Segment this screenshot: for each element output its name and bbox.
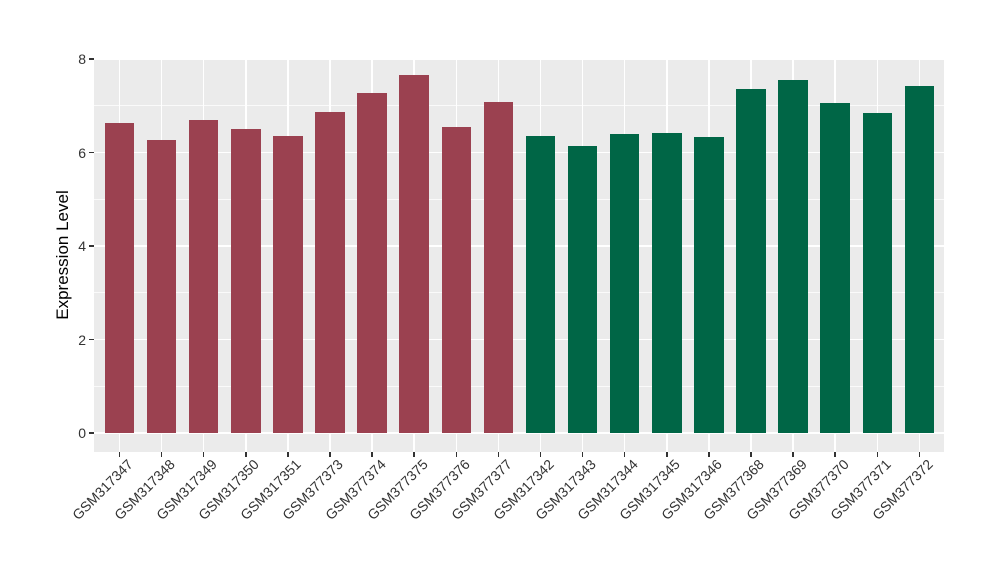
bar-GSM317349 [188,120,219,433]
bar-GSM317345 [652,132,682,433]
x-tick-mark [750,452,752,457]
bar-GSM377373 [315,111,345,433]
x-tick-mark [539,452,542,457]
bar-GSM377375 [399,74,429,433]
bar-GSM317350 [231,129,261,433]
y-tick-label: 0 [78,425,86,441]
bar-GSM317351 [273,135,303,433]
x-tick-mark [455,452,458,457]
bar-GSM377374 [357,92,387,433]
y-tick-label: 8 [78,51,86,67]
plot-area [94,58,944,452]
gridline-major [94,432,944,434]
y-axis-title: Expression Level [53,190,72,320]
y-tick-label: 6 [78,144,86,161]
x-tick-mark [287,452,289,457]
bar-GSM377371 [862,113,893,433]
x-tick-mark [834,452,836,457]
gridline-minor [94,385,944,387]
bar-GSM377376 [441,127,472,433]
x-tick-mark [118,452,121,457]
x-tick-mark [245,452,247,457]
bar-GSM317343 [567,145,598,433]
y-tick-mark [89,338,94,341]
gridline-major [94,58,944,60]
bar-GSM317348 [146,139,177,433]
y-tick-mark [89,151,94,154]
x-tick-mark [876,452,879,457]
x-tick-mark [918,452,921,457]
bar-GSM377372 [904,85,935,433]
y-tick-mark [89,432,94,434]
gridline-major [94,245,944,247]
bar-GSM377369 [778,79,808,433]
bar-GSM317346 [694,137,724,433]
x-tick-mark [371,452,373,457]
gridline-minor [94,105,944,107]
x-tick-mark [792,452,794,457]
y-tick-label: 2 [78,331,86,348]
bar-GSM317347 [104,122,135,433]
bar-GSM317342 [525,136,556,433]
x-tick-mark [329,452,331,457]
y-tick-mark [89,58,94,60]
x-tick-mark [623,452,626,457]
gridline-major [94,151,944,154]
x-tick-mark [202,452,205,457]
x-tick-mark [581,452,584,457]
bar-GSM377377 [483,102,514,433]
bar-GSM377368 [736,89,766,433]
x-tick-mark [666,452,668,457]
bar-GSM377370 [820,103,850,433]
x-tick-mark [413,452,415,457]
gridline-minor [94,292,944,294]
gridline-minor [94,198,944,200]
y-tick-mark [89,245,94,247]
x-tick-mark [497,452,500,457]
y-tick-label: 4 [78,238,86,254]
x-tick-mark [160,452,163,457]
gridline-major [94,338,944,341]
x-tick-mark [708,452,710,457]
bar-GSM317344 [609,133,640,433]
